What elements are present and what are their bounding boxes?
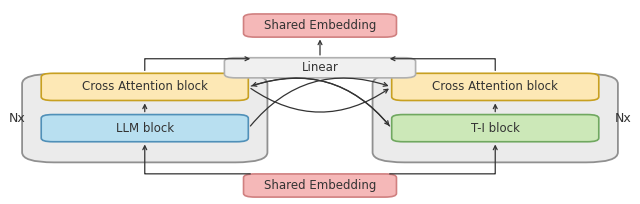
Text: Nx: Nx	[614, 112, 631, 125]
FancyBboxPatch shape	[392, 73, 599, 101]
FancyBboxPatch shape	[244, 174, 396, 197]
Text: Cross Attention block: Cross Attention block	[82, 80, 208, 93]
FancyBboxPatch shape	[372, 74, 618, 162]
Text: Shared Embedding: Shared Embedding	[264, 19, 376, 32]
FancyBboxPatch shape	[22, 74, 268, 162]
Text: Shared Embedding: Shared Embedding	[264, 179, 376, 192]
Text: T-I block: T-I block	[471, 122, 520, 135]
Text: LLM block: LLM block	[116, 122, 174, 135]
Text: Cross Attention block: Cross Attention block	[432, 80, 558, 93]
FancyBboxPatch shape	[41, 73, 248, 101]
Text: Nx: Nx	[9, 112, 26, 125]
FancyBboxPatch shape	[392, 115, 599, 142]
FancyBboxPatch shape	[244, 14, 396, 37]
Text: Linear: Linear	[301, 61, 339, 74]
FancyBboxPatch shape	[41, 115, 248, 142]
FancyBboxPatch shape	[225, 58, 415, 78]
